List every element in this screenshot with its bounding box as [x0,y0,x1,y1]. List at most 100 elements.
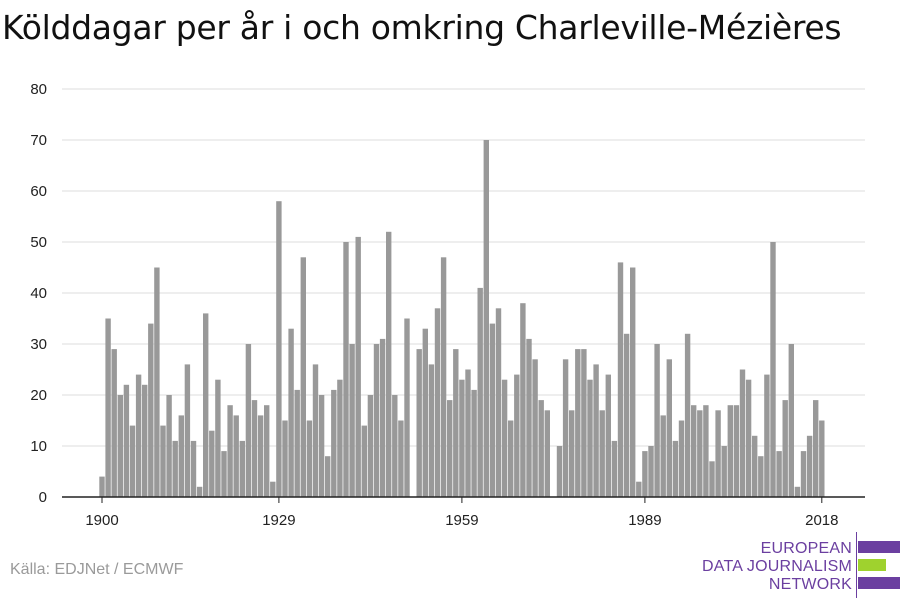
bar [386,231,392,498]
bar [800,451,807,497]
bar [794,486,801,497]
bar [337,379,343,497]
x-axis-tick-labels: 1900 1929 1959 1989 2018 [85,497,838,529]
bar [129,425,136,497]
bar [453,349,459,497]
bar [142,384,148,497]
bar [495,308,502,497]
bar [569,410,575,497]
bar [520,303,526,497]
bar [538,400,544,497]
chart-title: Kölddagar per år i och omkring Charlevil… [2,8,842,47]
bar [276,201,282,497]
bar [227,405,233,497]
bar [379,338,386,497]
y-tick-label: 80 [30,81,47,98]
bar [709,461,715,497]
bar [233,415,239,497]
bar [428,364,435,497]
bar [422,328,428,497]
x-tick-label: 1989 [628,512,661,529]
y-tick-label: 30 [30,336,47,353]
bar [508,420,514,497]
bar [264,405,270,497]
bar [318,395,325,497]
bar [343,242,349,497]
bar [306,420,313,497]
bar [721,446,727,497]
logo-bar-purple-top [858,541,900,553]
bar [556,446,563,497]
bar [459,379,465,497]
bar [398,420,404,497]
bar [623,333,630,497]
bars [99,140,825,498]
bar [294,389,300,497]
bar [782,400,788,497]
logo-text-line2: DATA JOURNALISM [702,558,852,575]
x-tick-label: 2018 [805,512,838,529]
bar [733,405,740,497]
y-tick-label: 50 [30,234,47,251]
bar [257,415,264,497]
y-tick-label: 40 [30,285,47,302]
x-tick-label: 1900 [85,512,118,529]
y-axis-tick-labels: 0 10 20 30 40 50 60 70 80 [30,81,47,506]
bar [691,405,697,497]
bar [361,425,367,497]
bar [300,257,306,497]
bar [203,313,209,497]
bar [440,257,447,497]
bar [355,236,361,497]
bar [739,369,746,497]
bar [312,364,319,497]
bar [581,349,587,497]
bar [251,400,258,497]
bar [270,481,276,497]
x-tick-label: 1959 [445,512,478,529]
bar [135,374,142,497]
bar [587,379,593,497]
y-tick-label: 10 [30,438,47,455]
logo-text-line3: NETWORK [768,576,852,593]
bar [611,440,618,497]
bar [239,440,245,497]
bar [404,318,410,497]
bar [477,287,483,497]
bar [184,364,191,497]
bar [727,405,733,497]
bar [678,420,685,497]
bar [160,425,166,497]
logo-separator [856,532,857,598]
bar [593,364,599,497]
bar [105,318,111,497]
source-note: Källa: EDJNet / ECMWF [10,561,184,578]
bar [660,415,666,497]
bar [117,395,123,497]
y-tick-label: 20 [30,387,47,404]
y-tick-label: 60 [30,183,47,200]
bar [99,476,105,497]
bar [416,349,422,497]
bar [172,440,178,497]
bar [776,451,782,497]
bar [123,384,130,497]
y-tick-label: 70 [30,132,47,149]
bar [154,267,160,497]
bar [331,389,337,497]
bar [178,415,184,497]
bar [819,420,825,497]
bar [617,262,624,497]
bar [367,395,374,497]
bar [325,456,331,497]
bar [788,344,794,497]
x-tick-label: 1929 [262,512,295,529]
bar [703,405,709,497]
logo-bar-purple-bottom [858,577,900,589]
bar [764,374,770,497]
bar [599,410,605,497]
bar [684,333,691,497]
y-tick-label: 0 [39,489,47,506]
bar [471,389,477,497]
bar [166,395,172,497]
